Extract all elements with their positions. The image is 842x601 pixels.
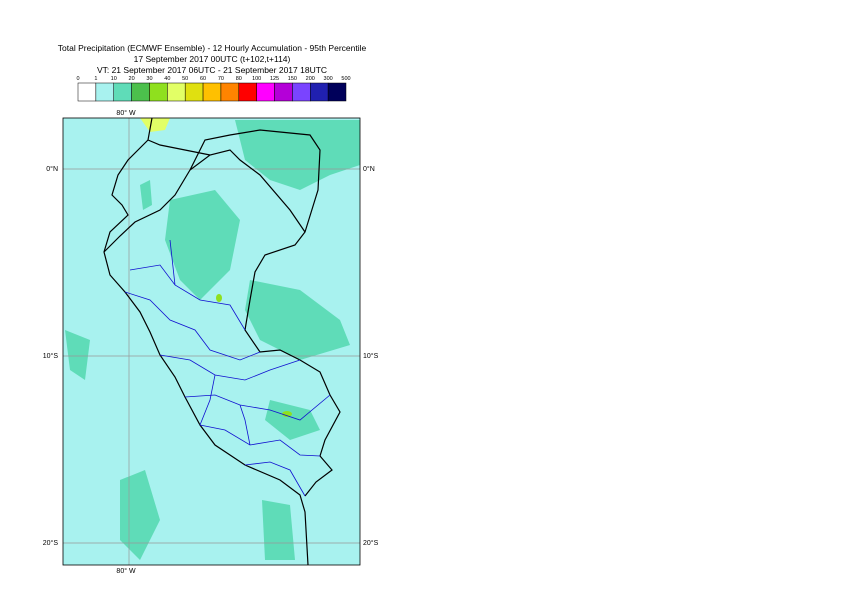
legend-label: 200 (306, 76, 315, 82)
legend-label: 10 (111, 76, 117, 82)
precip-peak (140, 118, 170, 132)
lon-label: 80° W (116, 567, 136, 575)
legend-label: 40 (164, 76, 170, 82)
legend-swatch (77, 82, 97, 102)
legend-swatch (220, 82, 240, 102)
legend-swatch (327, 82, 347, 102)
legend-swatch (274, 82, 293, 102)
legend-label: 125 (270, 76, 279, 82)
legend-label: 150 (288, 76, 297, 82)
legend-swatch (113, 82, 132, 102)
map (62, 117, 361, 566)
legend-label: 20 (129, 76, 135, 82)
legend-label: 50 (182, 76, 188, 82)
lat-label: 0°N (363, 165, 375, 173)
legend-label: 70 (218, 76, 224, 82)
legend-swatch (95, 82, 114, 102)
legend-swatch (131, 82, 150, 102)
legend-swatch (167, 82, 186, 102)
legend-label: 30 (146, 76, 152, 82)
precip-areas (65, 120, 360, 560)
lat-label: 0°N (46, 165, 58, 173)
lat-label: 20°S (363, 539, 379, 547)
precip-peak (282, 411, 292, 417)
map-frame (62, 117, 361, 566)
subtitle: 17 September 2017 00UTC (t+102,t+114) (134, 54, 291, 64)
legend-label: 1 (94, 76, 97, 82)
legend-label: 500 (341, 76, 350, 82)
legend-swatch (202, 82, 222, 102)
subtitle: VT: 21 September 2017 06UTC - 21 Septemb… (97, 65, 327, 75)
coastline (103, 117, 309, 566)
lat-label: 20°S (43, 539, 59, 547)
lat-label: 10°S (43, 352, 59, 360)
legend-swatch (256, 82, 275, 102)
legend-label: 80 (236, 76, 242, 82)
title: Total Precipitation (ECMWF Ensemble) - 1… (58, 43, 367, 53)
country-borders (103, 129, 341, 497)
precip-peak (216, 294, 222, 302)
legend-label: 300 (324, 76, 333, 82)
legend-swatch (149, 82, 168, 102)
legend-label: 0 (76, 76, 79, 82)
lon-label: 80° W (116, 109, 136, 117)
legend-swatch (292, 82, 311, 102)
legend-label: 100 (252, 76, 261, 82)
graticule (63, 118, 360, 565)
region-borders (124, 239, 331, 497)
legend-swatch (310, 82, 329, 102)
legend-label: 60 (200, 76, 206, 82)
legend-swatch (184, 82, 204, 102)
legend-swatch (238, 82, 257, 102)
lat-label: 10°S (363, 352, 379, 360)
